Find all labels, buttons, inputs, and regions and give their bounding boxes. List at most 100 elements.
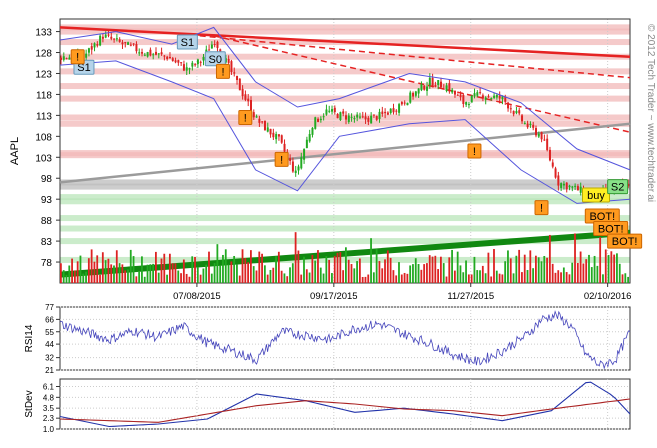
y-tick-label: 98 [41, 174, 53, 185]
annotation-box [204, 51, 226, 67]
candle-body [361, 116, 364, 118]
volume-bar [604, 249, 607, 283]
candle-body [127, 42, 130, 45]
volume-bar [350, 264, 353, 283]
candle-body [96, 44, 99, 46]
candle-body [199, 61, 202, 63]
volume-bar [73, 270, 76, 283]
volume-bar [440, 256, 442, 283]
resistance-band [60, 83, 630, 90]
volume-bar [328, 259, 331, 283]
candle-body [470, 95, 473, 103]
y-axis-label: StDev [24, 390, 35, 417]
volume-bar [588, 254, 590, 283]
y-tick-label: 88 [41, 216, 53, 227]
volume-bar [546, 257, 548, 283]
candle-body [121, 42, 124, 45]
y-tick-label: 113 [36, 111, 52, 122]
candle-body [551, 162, 554, 167]
volume-bar [579, 251, 582, 283]
panel-frame [59, 306, 631, 371]
resistance-band [60, 53, 630, 60]
candle-body [571, 186, 574, 188]
candle-body [255, 116, 258, 118]
volume-bar [258, 251, 261, 283]
volume-bar [331, 273, 333, 283]
volume-bar [85, 271, 87, 283]
volume-bar [420, 269, 423, 283]
volume-bar [127, 269, 129, 283]
candle-body [258, 118, 261, 123]
candle-body [317, 118, 320, 122]
candle-body [481, 95, 484, 99]
candle-body [378, 111, 381, 120]
candle-body [300, 157, 303, 169]
volume-bar [347, 259, 350, 283]
y-tick-label: 108 [35, 132, 52, 143]
volume-bar [361, 276, 364, 283]
volume-bar [378, 261, 381, 283]
resistance-band [60, 68, 630, 75]
annotation-label: ! [473, 146, 476, 158]
candle-body [403, 102, 406, 104]
volume-bar [174, 263, 177, 283]
volume-bar [135, 276, 138, 283]
volume-bar [101, 252, 104, 283]
candle-body [241, 88, 244, 97]
candle-body [272, 132, 275, 138]
volume-bar [227, 264, 230, 283]
volume-bar [289, 267, 291, 283]
candle-body [358, 116, 361, 118]
volume-bar [129, 249, 132, 283]
volume-bar [518, 249, 521, 283]
trendline [59, 26, 631, 58]
candle-body [386, 112, 389, 115]
candle-body [560, 183, 563, 188]
annotation-label: ! [221, 66, 224, 78]
volume-bar [188, 276, 191, 283]
candle-body [495, 95, 498, 98]
y-tick-label: 55 [45, 328, 54, 337]
stdev-line [59, 381, 631, 428]
candle-body [526, 123, 529, 128]
volume-bar [610, 251, 613, 283]
candle-body [216, 41, 219, 48]
y-tick-label: 2.3 [43, 414, 55, 423]
support-band [60, 225, 630, 232]
trendline [199, 35, 631, 79]
candle-body [493, 95, 496, 98]
volume-bar [196, 266, 199, 283]
candle-body [509, 108, 512, 110]
candle-body [110, 36, 113, 39]
volume-bar [305, 269, 308, 283]
candle-body [574, 185, 577, 187]
volume-bar [149, 264, 152, 283]
volume-bar [551, 263, 554, 283]
candle-body [412, 92, 415, 97]
candle-body [557, 175, 560, 186]
annotation-label: buy [587, 190, 605, 202]
candle-body [113, 38, 116, 40]
annotation-label: ! [244, 112, 247, 124]
candle-body [490, 97, 493, 99]
candle-body [426, 86, 429, 91]
volume-bar [557, 270, 560, 283]
volume-bar [493, 249, 495, 283]
candle-body [456, 94, 459, 96]
candle-body [442, 88, 445, 90]
candle-body [356, 114, 359, 118]
annotation-label: S1 [181, 37, 194, 49]
x-tick-label: 11/27/2015 [447, 291, 494, 302]
volume-bar [512, 273, 515, 283]
volume-bar [434, 255, 437, 283]
candle-body [431, 77, 434, 87]
volume-bar [398, 262, 400, 283]
candle-body [498, 95, 501, 99]
support-band [60, 215, 630, 222]
volume-bar [160, 258, 163, 283]
y-tick-label: 6.1 [43, 383, 55, 392]
volume-bar [163, 253, 166, 283]
volume-bar [627, 276, 630, 283]
volume-bar [459, 265, 462, 283]
